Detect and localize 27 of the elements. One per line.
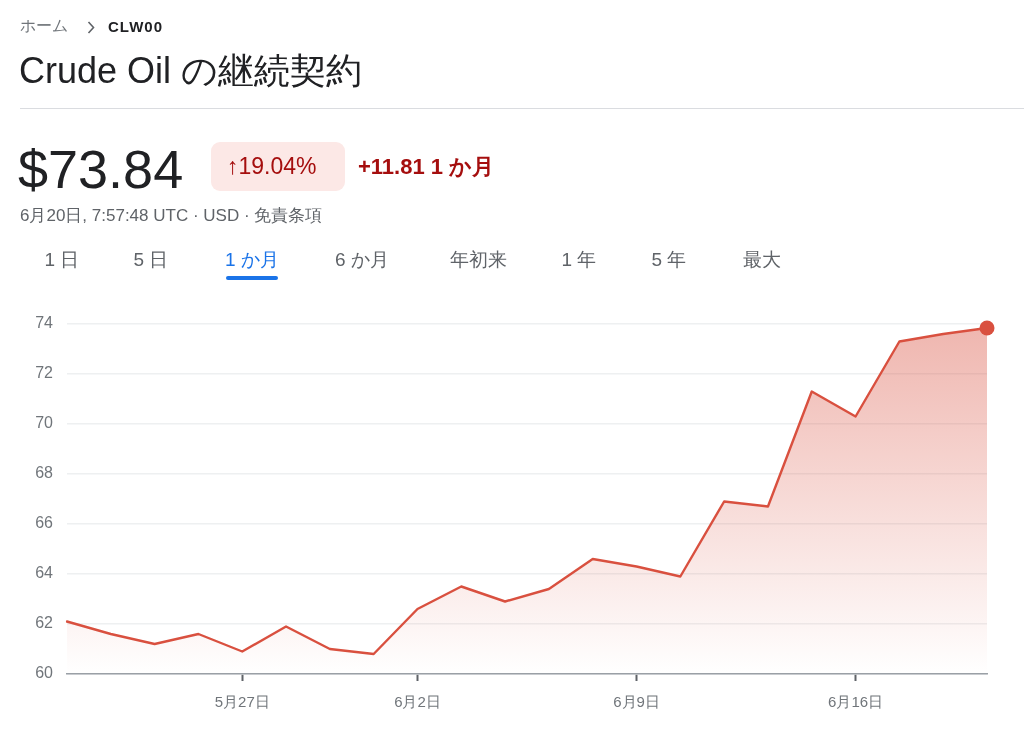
- x-tick-label: 6月16日: [828, 693, 884, 711]
- text: ホーム: [20, 17, 68, 34]
- text: 1 か月: [225, 249, 279, 270]
- text: +11.81 1 か月: [358, 154, 495, 179]
- x-tick-label: 6月9日: [613, 693, 660, 711]
- chart-title: Crude Oil の継続契約: [19, 50, 363, 91]
- y-tick-label: 68: [35, 464, 54, 482]
- text: 1 年: [561, 249, 597, 270]
- text: CLW00: [108, 18, 164, 35]
- text: 6月20日, 7:57:48 UTC · USD · 免責条項: [20, 206, 323, 225]
- y-tick-label: 64: [35, 564, 54, 582]
- y-tick-label: 60: [35, 664, 54, 682]
- text: 年初来: [449, 249, 507, 270]
- x-tick-label: 5月27日: [214, 693, 270, 711]
- text: ↑19.04%: [227, 153, 317, 179]
- text: 5 日: [133, 249, 169, 270]
- y-tick-label: 74: [35, 314, 54, 332]
- text: 1 日: [44, 249, 80, 270]
- y-tick-label: 62: [35, 614, 54, 632]
- text: 5 年: [651, 249, 687, 270]
- text: $73.84: [18, 139, 184, 199]
- y-tick-label: 72: [35, 364, 54, 382]
- text: 6 か月: [335, 249, 389, 270]
- y-tick-label: 70: [35, 414, 54, 432]
- y-tick-label: 66: [35, 514, 54, 532]
- text: 最大: [743, 249, 781, 270]
- x-tick-label: 6月2日: [394, 693, 441, 711]
